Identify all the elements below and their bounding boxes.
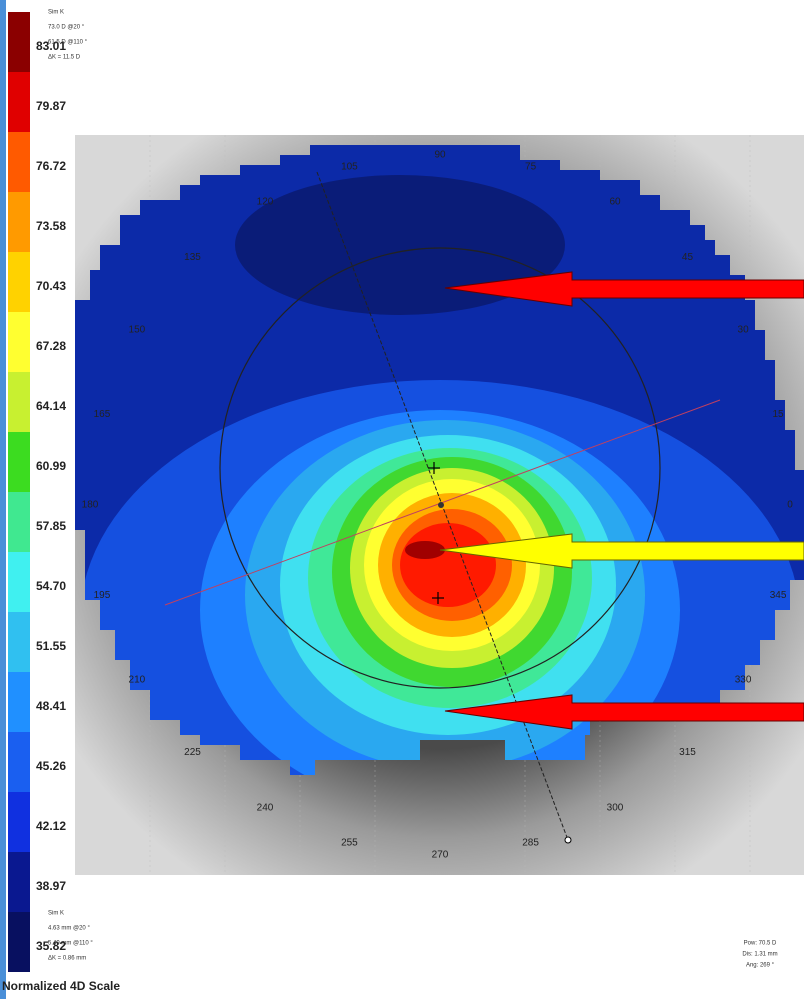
sim-k-bottom: 4.63 mm @20 ° bbox=[48, 926, 90, 932]
scale-swatch bbox=[8, 12, 30, 72]
angle-label: 0 bbox=[787, 500, 793, 511]
angle-label: 60 bbox=[609, 197, 621, 208]
angle-label: 75 bbox=[525, 162, 537, 173]
point-info: Dis: 1.31 mm bbox=[742, 952, 777, 958]
angle-label: 300 bbox=[607, 803, 624, 814]
scale-label: 45.26 bbox=[36, 759, 66, 773]
scale-swatch bbox=[8, 912, 30, 972]
angle-label: 195 bbox=[94, 590, 111, 601]
angle-label: 165 bbox=[94, 409, 111, 420]
scale-label: 64.14 bbox=[36, 399, 66, 413]
scale-swatch bbox=[8, 372, 30, 432]
axis-end bbox=[565, 837, 571, 843]
sim-k-top: ΔK = 11.5 D bbox=[48, 55, 81, 61]
angle-label: 120 bbox=[257, 197, 274, 208]
sim-k-bottom: 5.49 mm @110 ° bbox=[48, 941, 93, 947]
angle-label: 105 bbox=[341, 162, 358, 173]
scale-label: 60.99 bbox=[36, 459, 66, 473]
point-info: Pow: 70.5 D bbox=[744, 941, 777, 947]
scale-swatch bbox=[8, 312, 30, 372]
sim-k-bottom: ΔK = 0.86 mm bbox=[48, 956, 86, 962]
scale-label: 73.58 bbox=[36, 219, 66, 233]
angle-label: 315 bbox=[679, 747, 696, 758]
center-dot bbox=[438, 502, 444, 508]
point-info: Ang: 269 ° bbox=[746, 963, 775, 969]
angle-label: 240 bbox=[257, 803, 274, 814]
angle-label: 270 bbox=[432, 850, 449, 861]
scale-swatch bbox=[8, 492, 30, 552]
sim-k-top: 61.5 D @110 ° bbox=[48, 40, 88, 46]
angle-label: 135 bbox=[184, 252, 201, 263]
scale-swatch bbox=[8, 672, 30, 732]
scale-swatch bbox=[8, 612, 30, 672]
scale-label: 48.41 bbox=[36, 699, 66, 713]
scale-swatch bbox=[8, 192, 30, 252]
angle-label: 45 bbox=[682, 252, 694, 263]
scale-swatch bbox=[8, 252, 30, 312]
scale-swatch bbox=[8, 552, 30, 612]
scale-label: 70.43 bbox=[36, 279, 66, 293]
left-border bbox=[0, 0, 6, 999]
scale-swatch bbox=[8, 792, 30, 852]
angle-label: 255 bbox=[341, 838, 358, 849]
angle-label: 90 bbox=[434, 150, 446, 161]
angle-label: 210 bbox=[129, 675, 146, 686]
screen: Normalized 4D Scale 83.0179.8776.7273.58… bbox=[0, 0, 804, 999]
scale-label: 38.97 bbox=[36, 879, 66, 893]
angle-label: 15 bbox=[773, 409, 785, 420]
scale-title: Normalized 4D Scale bbox=[2, 979, 120, 993]
sim-k-bottom: Sim K bbox=[48, 911, 64, 917]
scale-swatch bbox=[8, 432, 30, 492]
angle-label: 225 bbox=[184, 747, 201, 758]
scale-swatch bbox=[8, 72, 30, 132]
scale-label: 79.87 bbox=[36, 99, 66, 113]
scale-label: 57.85 bbox=[36, 519, 66, 533]
angle-label: 150 bbox=[129, 325, 146, 336]
scale-label: 67.28 bbox=[36, 339, 66, 353]
page: {"sim_k_top": ["Sim K", "73.0 D @20 °", … bbox=[0, 0, 804, 999]
scale-swatch bbox=[8, 852, 30, 912]
angle-label: 285 bbox=[522, 838, 539, 849]
sim-k-top: 73.0 D @20 ° bbox=[48, 25, 85, 31]
scale-label: 42.12 bbox=[36, 819, 66, 833]
angle-label: 330 bbox=[735, 675, 752, 686]
sim-k-top: Sim K bbox=[48, 10, 64, 16]
angle-label: 180 bbox=[82, 500, 99, 511]
angle-label: 30 bbox=[738, 325, 750, 336]
scale-swatch bbox=[8, 732, 30, 792]
scale-label: 76.72 bbox=[36, 159, 66, 173]
angle-label: 345 bbox=[770, 590, 787, 601]
scale-label: 51.55 bbox=[36, 639, 66, 653]
scale-swatch bbox=[8, 132, 30, 192]
scale-label: 54.70 bbox=[36, 579, 66, 593]
